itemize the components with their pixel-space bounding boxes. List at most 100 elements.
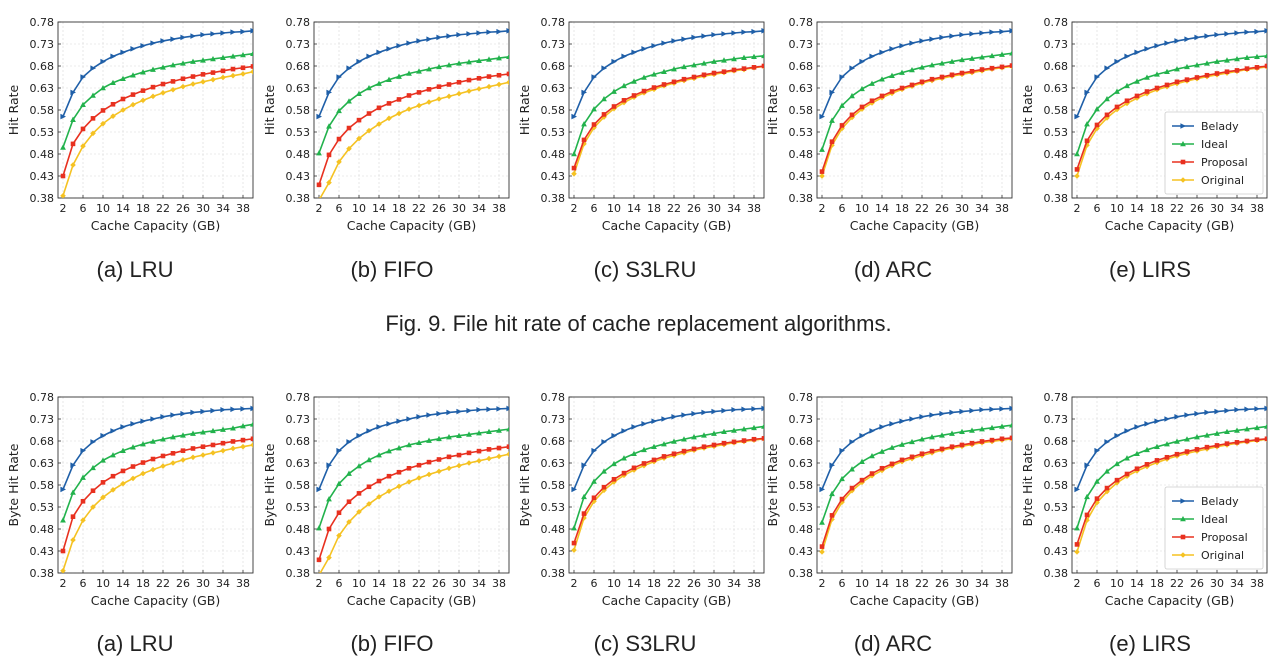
- data-point-proposal: [326, 526, 332, 532]
- data-point-belady: [849, 439, 855, 445]
- data-point-proposal: [721, 440, 727, 446]
- data-point-ideal: [240, 52, 246, 58]
- data-point-original: [150, 466, 156, 473]
- x-tick-label: 10: [96, 577, 110, 590]
- data-point-belady: [651, 42, 657, 49]
- data-point-proposal: [1174, 79, 1180, 85]
- data-point-ideal: [651, 71, 657, 77]
- data-point-ideal: [1124, 82, 1130, 89]
- data-point-proposal: [326, 152, 332, 158]
- x-tick-label: 6: [1094, 577, 1101, 590]
- data-point-belady: [170, 36, 176, 42]
- data-point-ideal: [621, 455, 627, 461]
- data-point-original: [446, 93, 452, 100]
- data-point-proposal: [1184, 77, 1190, 82]
- legend-marker-ideal: [1180, 516, 1186, 522]
- x-tick-label: 30: [707, 577, 721, 590]
- y-tick-label: 0.68: [30, 435, 55, 448]
- y-tick-label: 0.78: [286, 391, 311, 404]
- data-point-proposal: [70, 141, 76, 147]
- data-point-proposal: [476, 76, 482, 81]
- data-point-proposal: [641, 461, 647, 466]
- data-point-belady: [1174, 38, 1180, 44]
- data-point-belady: [591, 447, 597, 454]
- data-point-proposal: [691, 74, 697, 80]
- x-tick-label: 22: [1170, 577, 1184, 590]
- data-point-proposal: [506, 444, 509, 450]
- data-point-ideal: [140, 441, 146, 447]
- x-tick-label: 10: [96, 202, 110, 215]
- data-point-original: [849, 114, 855, 121]
- x-tick-label: 22: [667, 202, 681, 215]
- y-tick-label: 0.68: [789, 435, 814, 448]
- data-point-belady: [436, 34, 442, 41]
- x-tick-label: 26: [432, 577, 446, 590]
- data-point-ideal: [591, 478, 597, 484]
- x-tick-label: 38: [236, 202, 250, 215]
- data-point-ideal: [1244, 426, 1250, 432]
- data-point-ideal: [1224, 57, 1230, 63]
- data-point-belady: [829, 462, 835, 468]
- data-point-proposal: [336, 136, 342, 142]
- x-tick-label: 22: [412, 202, 426, 215]
- data-point-proposal: [1214, 443, 1220, 448]
- x-tick-label: 14: [372, 202, 386, 215]
- data-point-proposal: [591, 122, 597, 127]
- y-tick-label: 0.53: [541, 501, 566, 514]
- x-axis-label: Cache Capacity (GB): [91, 218, 220, 233]
- data-point-proposal: [140, 460, 146, 465]
- data-point-original: [240, 71, 246, 77]
- data-point-belady: [170, 412, 176, 418]
- y-tick-label: 0.38: [541, 192, 566, 205]
- data-point-ideal: [1204, 60, 1210, 66]
- data-point-ideal: [929, 62, 935, 68]
- data-point-ideal: [731, 427, 737, 433]
- data-point-belady: [446, 409, 452, 416]
- data-point-proposal: [581, 137, 587, 143]
- data-point-belady: [701, 33, 707, 39]
- y-tick-label: 0.48: [541, 148, 566, 161]
- y-tick-label: 0.78: [1044, 16, 1069, 29]
- x-tick-label: 38: [747, 202, 761, 215]
- data-point-ideal: [1224, 428, 1230, 435]
- x-tick-label: 2: [571, 577, 578, 590]
- x-tick-label: 34: [727, 577, 741, 590]
- x-axis-label: Cache Capacity (GB): [347, 593, 476, 608]
- x-tick-label: 6: [336, 202, 343, 215]
- data-point-ideal: [591, 106, 597, 112]
- data-point-ideal: [969, 427, 975, 433]
- data-point-belady: [326, 462, 332, 468]
- data-point-ideal: [1134, 450, 1140, 457]
- data-point-ideal: [496, 55, 502, 61]
- data-point-original: [120, 107, 126, 113]
- data-point-belady: [130, 46, 136, 52]
- data-point-ideal: [446, 62, 452, 68]
- data-point-proposal: [1074, 542, 1080, 547]
- data-point-proposal: [1104, 112, 1110, 118]
- data-point-ideal: [476, 57, 482, 64]
- y-tick-label: 0.53: [286, 126, 311, 139]
- data-point-ideal: [1114, 460, 1120, 467]
- data-point-original: [250, 68, 253, 75]
- data-point-belady: [1264, 28, 1267, 34]
- data-point-ideal: [426, 437, 432, 443]
- data-point-original: [190, 81, 196, 87]
- data-point-belady: [929, 36, 935, 42]
- data-point-ideal: [1214, 430, 1220, 436]
- data-point-ideal: [1204, 432, 1210, 438]
- data-point-ideal: [879, 448, 885, 454]
- data-point-belady: [989, 406, 995, 413]
- y-tick-label: 0.48: [30, 148, 55, 161]
- x-tick-label: 38: [747, 577, 761, 590]
- y-tick-label: 0.68: [541, 435, 566, 448]
- data-point-proposal: [671, 451, 677, 457]
- series-group: [60, 405, 253, 573]
- data-point-belady: [731, 30, 737, 36]
- data-point-proposal: [376, 105, 382, 111]
- data-point-ideal: [1009, 50, 1012, 56]
- data-point-proposal: [621, 98, 627, 103]
- data-point-original: [849, 487, 855, 494]
- data-point-original: [250, 442, 253, 448]
- data-point-ideal: [326, 496, 332, 502]
- y-axis-label: Byte Hit Rate: [765, 443, 780, 526]
